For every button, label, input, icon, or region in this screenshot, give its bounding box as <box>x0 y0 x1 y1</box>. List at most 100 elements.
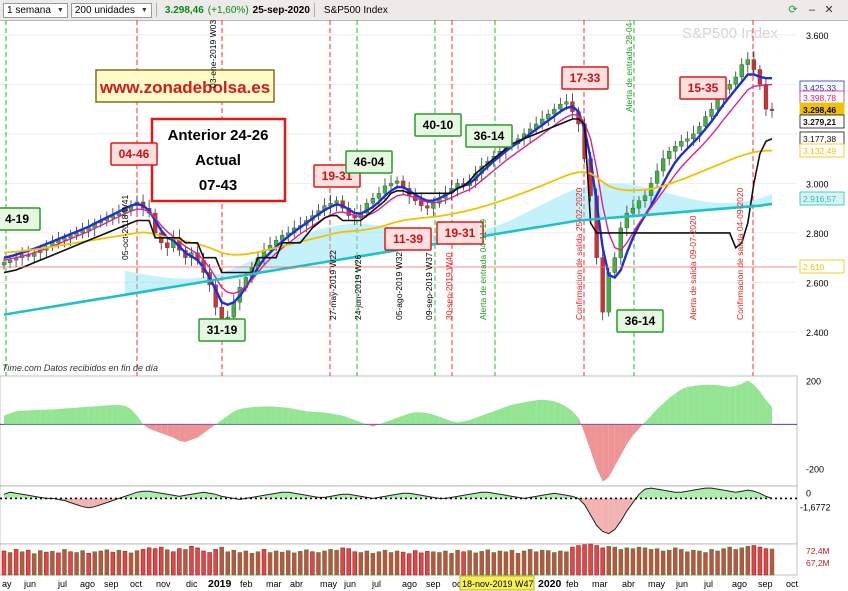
volume-bar <box>733 549 738 576</box>
price-tick-label: 2.600 <box>806 278 829 288</box>
ma-line <box>3 202 773 316</box>
oscillator-positive <box>294 409 301 425</box>
oscillator-negative <box>596 424 603 482</box>
volume-bar <box>219 546 224 576</box>
volume-bar <box>642 547 648 576</box>
oscillator-positive <box>433 414 440 425</box>
oscillator-positive <box>300 410 307 425</box>
momentum-positive <box>28 495 35 499</box>
site-label: www.zonadebolsa.es <box>99 78 270 97</box>
candle-body <box>600 257 605 313</box>
source-note: Time.com Datos recibidos en fin de día <box>2 363 158 373</box>
price-tick-label: 2.800 <box>806 229 829 239</box>
candle-body <box>763 84 769 110</box>
volume-bar <box>527 549 533 576</box>
volume-bar <box>394 550 400 576</box>
momentum-positive <box>155 492 162 499</box>
momentum-positive <box>403 493 410 499</box>
momentum-negative <box>596 498 603 532</box>
candle-body <box>334 200 339 204</box>
oscillator-negative <box>179 424 186 442</box>
time-axis-label: feb <box>240 579 253 589</box>
units-select[interactable]: 200 unidades ▼ <box>70 2 152 18</box>
volume-bar <box>237 552 243 576</box>
vertical-label: 03-ene-2019 W03 <box>208 20 218 88</box>
momentum-negative <box>590 498 597 526</box>
candle-body <box>552 108 557 115</box>
volume-bar <box>104 549 110 576</box>
candle-body <box>636 200 642 209</box>
ma-line <box>3 83 773 295</box>
period-select[interactable]: 1 semana ▼ <box>3 2 68 18</box>
oscillator-negative <box>366 424 373 427</box>
oscillator-negative <box>638 422 646 429</box>
volume-bar <box>267 552 273 576</box>
momentum-positive <box>711 488 718 499</box>
chart-canvas: S&P500 Index 2.4002.6002.8003.0003.2003.… <box>0 20 845 591</box>
volume-bar <box>697 550 702 576</box>
refresh-icon[interactable]: ⟳ <box>788 4 798 16</box>
oscillator-positive <box>360 422 367 425</box>
time-axis-label: jun <box>675 579 688 589</box>
volume-bar <box>419 552 424 576</box>
signal-box-label: 19-31 <box>445 226 476 240</box>
candle-body <box>697 126 702 135</box>
oscillator-negative <box>602 424 609 482</box>
volume-bar <box>80 550 85 576</box>
vertical-label: 05-oct-2018 W41 <box>120 195 130 260</box>
volume-bar <box>328 549 333 576</box>
time-axis-label: abr <box>290 579 303 589</box>
oscillator-positive <box>560 403 567 425</box>
candle-body <box>231 302 236 318</box>
volume-bar <box>183 549 188 576</box>
candle-body <box>546 113 551 120</box>
momentum-negative <box>602 498 609 534</box>
oscillator-positive <box>699 384 706 425</box>
candle-body <box>618 227 623 258</box>
oscillator-negative <box>173 424 180 441</box>
volume-bar <box>243 550 249 576</box>
volume-bar <box>691 549 696 576</box>
vertical-label: Confirmacion de salida 04-09-2020 <box>735 187 745 320</box>
oscillator-positive <box>318 412 325 425</box>
volume-bar <box>618 549 624 576</box>
oscillator-positive <box>118 405 125 425</box>
minimize-icon[interactable]: – <box>808 4 816 16</box>
oscillator-positive <box>4 413 11 425</box>
momentum-positive <box>257 495 265 499</box>
volume-tick-label: 67,2M <box>806 558 830 568</box>
oscillator-positive <box>669 393 676 425</box>
volume-bars <box>1 543 775 576</box>
volume-bar <box>672 547 678 576</box>
oscillator-positive <box>52 409 59 425</box>
oscillator-positive <box>270 406 277 425</box>
oscillator-positive <box>505 404 512 425</box>
units-value: 200 unidades <box>74 4 135 16</box>
momentum-negative <box>106 498 113 503</box>
candle-body <box>606 272 611 313</box>
time-axis-label: abr <box>622 579 635 589</box>
momentum-panel: 0 -1,6772 <box>0 485 831 545</box>
time-axis-label: nov <box>156 579 171 589</box>
oscillator-negative <box>209 424 216 429</box>
candle-body <box>419 200 424 206</box>
oscillator-positive <box>100 405 107 425</box>
vertical-label: 27-may-2019 W22 <box>328 250 338 320</box>
time-cursor-label: 18-nov-2019 W47 <box>462 579 534 589</box>
oscillator-positive <box>124 405 131 425</box>
momentum-positive <box>143 491 150 499</box>
price-tag-label: 3.132,49 <box>803 146 836 156</box>
candle-body <box>370 198 376 204</box>
price-tick-label: 3.000 <box>806 179 829 189</box>
oscillator-negative <box>584 424 591 451</box>
momentum-y-axis: 0 -1,6772 <box>800 488 831 512</box>
time-axis-label: mar <box>592 579 608 589</box>
volume-bar <box>624 547 630 576</box>
time-axis-label: ago <box>732 579 747 589</box>
buy-signal-box <box>0 207 41 231</box>
close-icon[interactable]: ✕ <box>824 4 834 16</box>
price-tag-label: 2.610 <box>803 262 825 272</box>
volume-bar <box>376 551 382 576</box>
oscillator-negative <box>191 424 198 440</box>
